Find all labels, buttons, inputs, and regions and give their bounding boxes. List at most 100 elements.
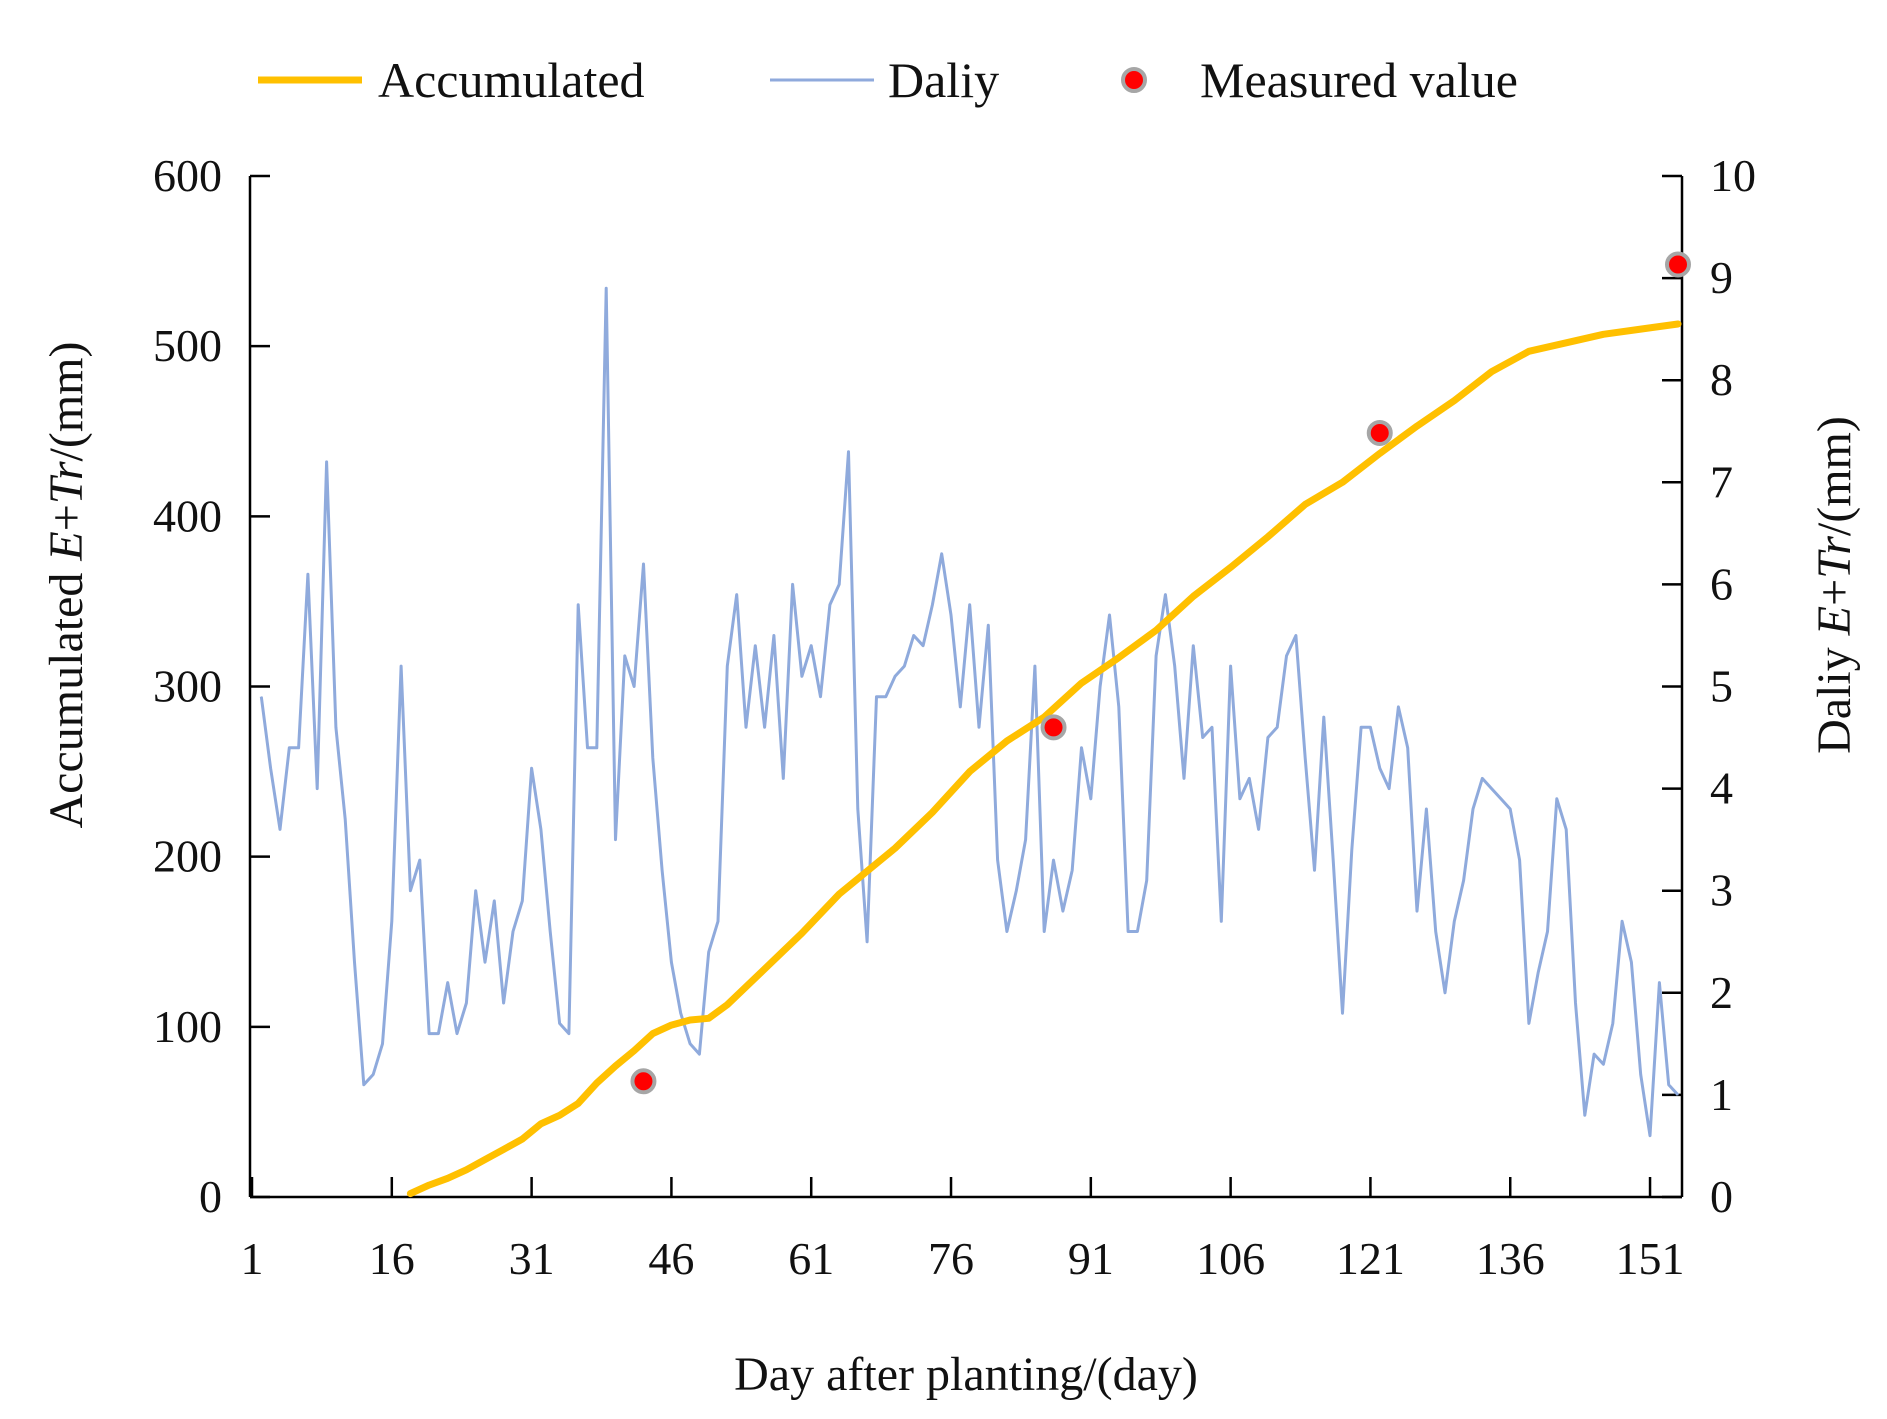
daily-point	[587, 747, 589, 749]
daily-point	[400, 665, 402, 667]
daily-point	[1090, 798, 1092, 800]
daily-point	[1099, 686, 1101, 687]
accumulated-point	[1677, 323, 1679, 325]
accumulated-point	[1640, 328, 1642, 330]
daily-point	[1034, 665, 1036, 667]
left-y-tick-label: 300	[153, 661, 222, 712]
daily-point	[503, 1002, 505, 1004]
daily-point	[428, 1033, 430, 1035]
daily-point	[1295, 634, 1297, 636]
daily-point	[391, 920, 393, 922]
accumulated-point	[577, 1102, 579, 1104]
accumulated-point	[447, 1177, 449, 1179]
left-y-tick-label: 400	[153, 490, 222, 541]
daily-point	[969, 604, 971, 606]
x-tick-label: 1	[241, 1233, 264, 1284]
daily-point	[1658, 982, 1660, 984]
accumulated-point	[596, 1082, 598, 1084]
daily-point	[559, 1022, 561, 1024]
daily-point	[1183, 777, 1185, 779]
right-y-title-suffix: /(mm)	[1808, 416, 1861, 536]
daily-point	[605, 287, 607, 289]
daily-point	[847, 451, 849, 453]
measured-point	[1366, 419, 1393, 446]
daily-point	[1593, 1053, 1595, 1055]
x-tick-label: 46	[648, 1233, 694, 1284]
accumulated-point	[428, 1184, 430, 1186]
daily-point	[437, 1033, 439, 1035]
points-daily	[260, 287, 1679, 1137]
daily-point	[1025, 839, 1027, 841]
right-y-tick-label: 8	[1710, 354, 1733, 405]
daily-point	[736, 594, 738, 596]
daily-point	[633, 686, 635, 687]
left-y-title-suffix: /(mm)	[40, 341, 93, 461]
daily-point	[857, 808, 859, 810]
daily-point	[903, 665, 905, 667]
daily-point	[1565, 828, 1567, 830]
daily-point	[596, 747, 598, 749]
daily-point	[1640, 1073, 1642, 1075]
right-y-tick-label: 9	[1710, 252, 1733, 303]
accumulated-point	[1379, 452, 1381, 454]
daily-point	[1118, 706, 1120, 708]
right-y-tick-label: 2	[1710, 967, 1733, 1018]
daily-point	[698, 1053, 700, 1055]
left-y-tick-label: 100	[153, 1001, 222, 1052]
daily-point	[1248, 777, 1250, 779]
accumulated-point	[1528, 350, 1530, 352]
accumulated-point	[689, 1019, 691, 1021]
accumulated-point	[726, 1004, 728, 1006]
series-line-accumulated	[406, 320, 1682, 1198]
daily-point	[1444, 992, 1446, 994]
daily-point	[344, 818, 346, 820]
daily-point	[521, 900, 523, 902]
x-tick-label: 76	[928, 1233, 974, 1284]
accumulated-point	[764, 968, 766, 970]
daily-point	[689, 1043, 691, 1045]
daily-point	[1649, 1135, 1651, 1137]
daily-point	[419, 859, 421, 861]
accumulated-point	[969, 771, 971, 773]
daily-point	[409, 890, 411, 892]
accumulated-point	[465, 1169, 467, 1171]
daily-point	[540, 828, 542, 830]
daily-point	[941, 553, 943, 555]
right-y-axis-title: Daliy E+Tr/(mm)	[1808, 416, 1861, 754]
accumulated-point	[484, 1159, 486, 1161]
daily-point	[1668, 1084, 1670, 1086]
x-tick-label: 61	[788, 1233, 834, 1284]
daily-point	[1481, 777, 1483, 779]
daily-point	[1053, 859, 1055, 861]
daily-point	[1314, 869, 1316, 871]
x-tick-label: 91	[1068, 1233, 1114, 1284]
legend-marker-measured	[1121, 67, 1147, 93]
daily-point	[764, 726, 766, 728]
daily-point	[475, 890, 477, 892]
daily-point	[335, 726, 337, 728]
daily-point	[1351, 849, 1353, 851]
daily-point	[978, 726, 980, 728]
daily-point	[568, 1033, 570, 1035]
daily-point	[1677, 1094, 1679, 1096]
daily-point	[782, 777, 784, 779]
daily-point	[1136, 931, 1138, 933]
daily-point	[614, 839, 616, 841]
daily-point	[829, 604, 831, 606]
daily-point	[1341, 1012, 1343, 1014]
daily-point	[1146, 879, 1148, 881]
right-y-tick-label: 3	[1710, 865, 1733, 916]
daily-point	[1435, 931, 1437, 933]
axes	[248, 176, 1684, 1199]
daily-point	[997, 859, 999, 861]
daily-point	[820, 696, 822, 698]
daily-point	[1397, 706, 1399, 708]
daily-point	[801, 675, 803, 677]
daily-point	[1239, 798, 1241, 800]
daily-point	[1108, 614, 1110, 616]
daily-point	[1630, 961, 1632, 963]
daily-point	[1528, 1022, 1530, 1024]
left-y-tick-label: 0	[199, 1171, 222, 1222]
left-y-title-prefix: Accumulated	[40, 561, 93, 829]
daily-point	[298, 747, 300, 749]
